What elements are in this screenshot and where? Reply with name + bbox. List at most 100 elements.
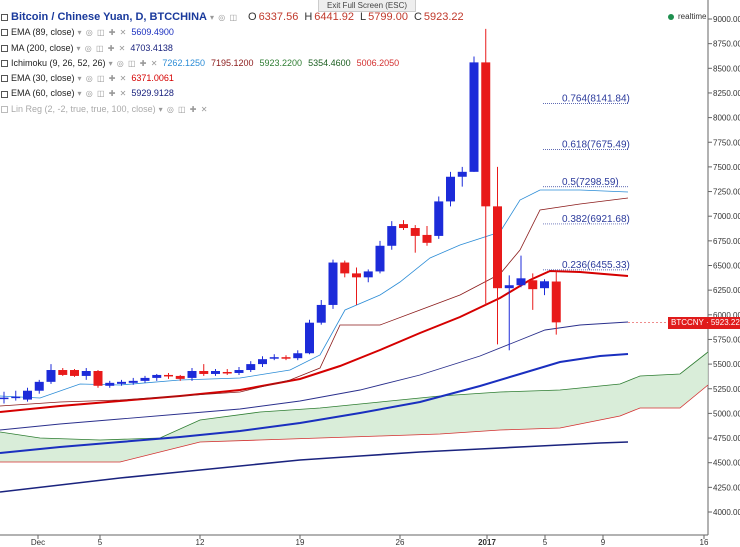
exit-fullscreen-button[interactable]: Exit Full Screen (ESC) [318, 0, 417, 12]
ma-200-line [0, 441, 629, 493]
candle-body [493, 206, 502, 289]
y-tick-label: 8750.00 [713, 40, 740, 49]
candle-body [387, 226, 397, 246]
collapse-icon[interactable] [1, 14, 8, 22]
candle-body [23, 390, 32, 400]
indicator-row[interactable]: EMA (30, close) ▾ ◎ ◫ ✚ ✕ 6371.0061 [0, 71, 464, 86]
candle-body [258, 359, 267, 365]
indicator-row[interactable]: Lin Reg (2, -2, true, true, 100, close) ▾… [0, 102, 464, 117]
ema-89-line [0, 353, 629, 454]
indicator-controls-icon[interactable]: ▾ ◎ ◫ ✚ ✕ [77, 28, 128, 38]
indicator-list: EMA (89, close) ▾ ◎ ◫ ✚ ✕ 5609.4900 MA (200… [0, 25, 464, 117]
indicator-toggle-icon[interactable] [1, 105, 8, 113]
indicator-toggle-icon[interactable] [1, 90, 8, 98]
ohlc-key: O [248, 11, 257, 23]
candle-body [175, 375, 185, 379]
candle-body [434, 201, 444, 236]
indicator-row[interactable]: EMA (60, close) ▾ ◎ ◫ ✚ ✕ 5929.9128 [0, 86, 464, 101]
candle-body [58, 370, 68, 375]
kijun-line [0, 197, 629, 407]
indicator-value: 5923.2200 [259, 57, 303, 68]
candle-body [222, 371, 232, 374]
realtime-dot-icon [668, 13, 674, 20]
y-tick-label: 7750.00 [713, 138, 740, 147]
candle-body [399, 224, 408, 229]
y-tick-label: 6000.00 [713, 311, 740, 320]
candle-body [128, 380, 138, 383]
ohlc-key: H [304, 11, 313, 23]
candle-body [422, 234, 432, 243]
candle-body [11, 396, 21, 399]
y-tick-label: 8250.00 [713, 89, 740, 98]
y-tick-label: 4500.00 [713, 459, 740, 468]
candle-body [481, 62, 491, 207]
last-price-label: BTCCNY · 5923.22 [668, 317, 740, 329]
y-tick-label: 4250.00 [713, 483, 740, 492]
candle-body [551, 281, 561, 323]
indicator-row[interactable]: MA (200, close) ▾ ◎ ◫ ✚ ✕ 4703.4138 [0, 41, 464, 56]
indicator-toggle-icon[interactable] [1, 75, 8, 83]
ichimoku-span-a [0, 351, 709, 441]
indicator-row[interactable]: EMA (89, close) ▾ ◎ ◫ ✚ ✕ 5609.4900 [0, 25, 464, 40]
fib-level-label: 0.618(7675.49) [562, 140, 630, 151]
x-tick-label: 26 [396, 538, 405, 547]
indicator-controls-icon[interactable]: ▾ ◎ ◫ ✚ ✕ [77, 89, 128, 99]
y-tick-label: 9000.00 [713, 15, 740, 24]
ohlc-readout: O 6337.56 H 6441.92 L 5799.00 C 5923.22 [242, 10, 464, 25]
indicator-value: 7262.1250 [162, 57, 205, 68]
candle-body [328, 262, 338, 305]
indicator-name: EMA (30, close) [11, 73, 75, 84]
x-tick-label: 2017 [478, 538, 496, 547]
ema-30-line [0, 269, 629, 413]
candle-body [199, 371, 209, 374]
indicator-value: 4703.4138 [130, 42, 173, 53]
candle-body [269, 357, 279, 359]
ohlc-value: 5799.00 [368, 11, 408, 23]
indicator-value: 6371.0061 [131, 73, 174, 84]
candle-body [152, 374, 162, 378]
candle-body [93, 371, 103, 386]
fib-level-label: 0.236(6455.33) [562, 260, 630, 271]
title-row: Bitcoin / Chinese Yuan, D, BTCCHINA ▾ ◎ … [0, 10, 464, 25]
y-tick-label: 6750.00 [713, 237, 740, 246]
indicator-row[interactable]: Ichimoku (9, 26, 52, 26) ▾ ◎ ◫ ✚ ✕ 7262.12… [0, 56, 464, 71]
ohlc-value: 6337.56 [258, 11, 299, 23]
ohlc-key: L [360, 11, 367, 23]
x-tick-label: 12 [196, 538, 205, 547]
y-tick-label: 5000.00 [713, 409, 740, 418]
candle-body [410, 228, 420, 236]
candle-body [140, 377, 150, 381]
x-tick-label: 16 [700, 538, 709, 547]
indicator-toggle-icon[interactable] [1, 44, 8, 52]
candle-body [81, 371, 91, 376]
candle-body [340, 262, 350, 274]
candle-body [316, 304, 326, 323]
indicator-toggle-icon[interactable] [1, 29, 8, 37]
ichimoku-span-b [0, 384, 709, 463]
indicator-controls-icon[interactable]: ▾ ◎ ◫ ✚ ✕ [158, 104, 209, 114]
candle-body [504, 285, 514, 289]
candle-body [187, 371, 197, 378]
indicator-controls-icon[interactable]: ▾ ◎ ◫ ✚ ✕ [108, 58, 159, 68]
legend-panel: Bitcoin / Chinese Yuan, D, BTCCHINA ▾ ◎ … [0, 10, 464, 117]
ohlc-key: C [413, 11, 422, 23]
y-tick-label: 6500.00 [713, 262, 740, 271]
y-tick-label: 7000.00 [713, 212, 740, 221]
candle-body [528, 280, 538, 290]
candle-body [46, 370, 56, 382]
indicator-name: EMA (60, close) [11, 88, 75, 99]
series-controls-icon[interactable]: ▾ ◎ ◫ [210, 13, 238, 22]
indicator-controls-icon[interactable]: ▾ ◎ ◫ ✚ ✕ [77, 74, 128, 84]
y-tick-label: 5250.00 [713, 385, 740, 394]
candle-body [363, 271, 373, 278]
indicator-controls-icon[interactable]: ▾ ◎ ◫ ✚ ✕ [76, 43, 127, 53]
ema-60-line [0, 321, 629, 431]
candle-body [234, 370, 244, 373]
y-tick-label: 4000.00 [713, 508, 740, 517]
candle-body [352, 273, 361, 278]
indicator-toggle-icon[interactable] [1, 60, 8, 68]
indicator-value: 5006.2050 [356, 57, 400, 68]
y-tick-label: 8000.00 [713, 114, 740, 123]
candle-body [34, 381, 44, 391]
